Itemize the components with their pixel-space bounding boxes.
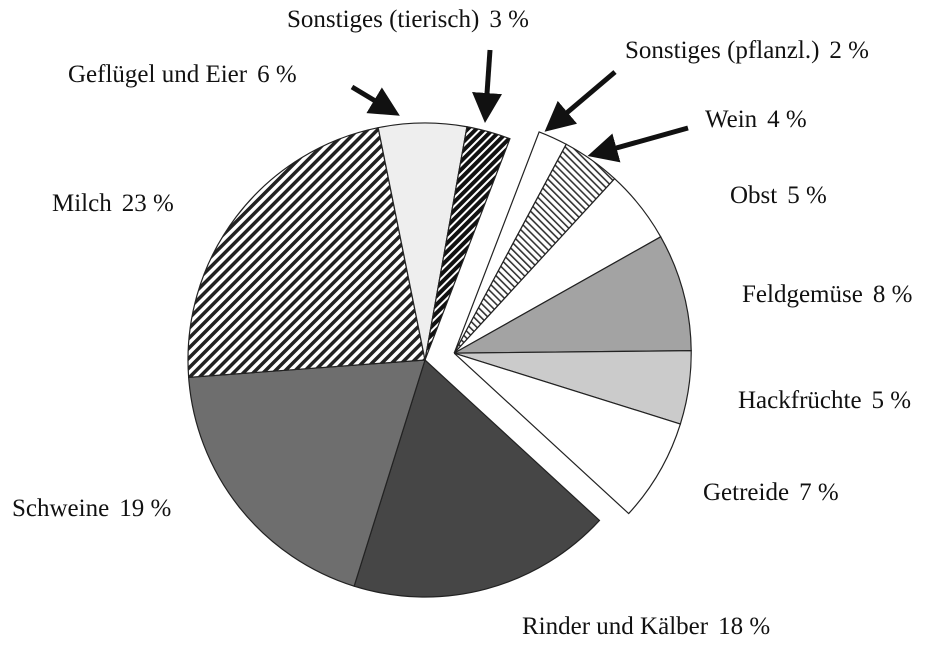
slice-name: Feldgemüse — [742, 281, 863, 308]
slice-name: Milch — [52, 190, 112, 217]
arrow — [350, 84, 400, 116]
pie-slice — [453, 235, 692, 354]
slice-value: 19 % — [119, 495, 171, 522]
slice-name: Obst — [730, 182, 777, 209]
slice-name: Sonstiges (tierisch) — [287, 6, 479, 33]
pie — [187, 122, 692, 598]
pie-slice — [353, 358, 601, 598]
slice-label: Wein 4 % — [705, 106, 807, 133]
arrow — [587, 125, 689, 163]
arrow — [544, 70, 617, 132]
pie-slice — [424, 126, 511, 361]
slice-label: Hackfrüchte 5 % — [738, 387, 911, 414]
slice-value: 6 % — [257, 61, 297, 88]
slice-value: 4 % — [767, 106, 807, 133]
slice-name: Rinder und Kälber — [522, 613, 709, 640]
slice-value: 3 % — [489, 6, 529, 33]
slice-label: Sonstiges (pflanzl.) 2 % — [625, 37, 869, 64]
slice-name: Getreide — [703, 479, 789, 506]
slice-name: Geflügel und Eier — [68, 61, 248, 88]
slice-label: Rinder und Kälber 18 % — [522, 613, 770, 640]
slice-value: 5 % — [787, 182, 827, 209]
pie-slice — [187, 359, 426, 587]
slice-name: Schweine — [12, 495, 109, 522]
slice-value: 18 % — [718, 613, 770, 640]
arrow — [472, 49, 502, 123]
slice-label: Sonstiges (tierisch) 3 % — [287, 6, 529, 33]
slice-label: Schweine 19 % — [12, 495, 171, 522]
slice-label: Feldgemüse 8 % — [742, 281, 912, 308]
slice-name: Sonstiges (pflanzl.) — [625, 37, 819, 64]
slice-label: Milch 23 % — [52, 190, 174, 217]
arrows — [350, 49, 689, 163]
slice-label: Obst 5 % — [730, 182, 827, 209]
slice-label: Getreide 7 % — [703, 479, 839, 506]
slice-value: 5 % — [872, 387, 912, 414]
slice-value: 8 % — [873, 281, 913, 308]
pie-slice — [187, 126, 426, 378]
slice-name: Wein — [705, 106, 758, 133]
slice-label: Geflügel und Eier 6 % — [68, 61, 297, 88]
pie-slice — [453, 352, 682, 515]
slice-value: 2 % — [829, 37, 869, 64]
slice-value: 7 % — [799, 479, 839, 506]
slice-name: Hackfrüchte — [738, 387, 862, 414]
slice-value: 23 % — [122, 190, 174, 217]
